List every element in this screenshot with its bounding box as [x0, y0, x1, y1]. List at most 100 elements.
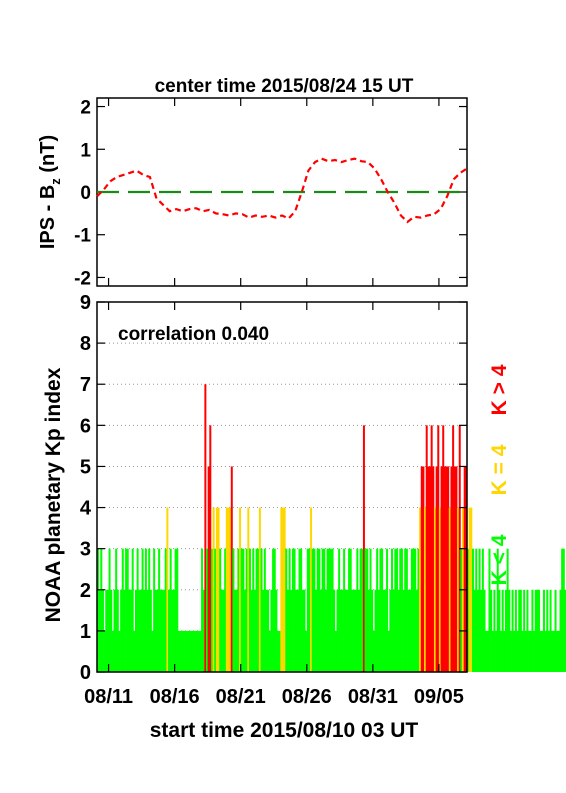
kp-ytick-label: 5 — [80, 456, 91, 478]
kp-bar — [247, 507, 250, 672]
kp-bar — [285, 548, 288, 672]
kp-bar — [210, 548, 213, 672]
kp-bar — [120, 589, 123, 672]
kp-bar — [488, 548, 491, 672]
kp-bar — [283, 507, 286, 672]
kp-bar — [143, 589, 146, 672]
kp-bar — [171, 589, 174, 672]
kp-bar — [471, 548, 474, 672]
ips-bz-axis-label: IPS - Bz (nT) — [37, 135, 63, 249]
kp-bar — [237, 548, 240, 672]
kp-bar — [476, 589, 479, 672]
kp-bar — [207, 466, 210, 672]
kp-bar — [443, 466, 446, 672]
kp-bar — [486, 630, 489, 672]
kp-bar — [166, 507, 169, 672]
kp-bar — [440, 466, 443, 672]
kp-bar — [146, 589, 149, 672]
kp-bar — [344, 589, 347, 672]
kp-bar — [382, 589, 385, 672]
kp-bar — [293, 548, 296, 672]
kp-bar — [433, 507, 436, 672]
kp-bar — [268, 630, 271, 672]
kp-bar — [473, 589, 476, 672]
kp-bar — [280, 507, 283, 672]
kp-bar — [430, 425, 433, 672]
kp-bar — [521, 630, 524, 672]
kp-bar — [189, 630, 192, 672]
kp-bar — [541, 630, 544, 672]
kp-bar — [557, 630, 560, 672]
kp-bar — [313, 548, 316, 672]
kp-bar — [554, 589, 557, 672]
legend-entry: K > 4 — [488, 364, 511, 415]
kp-bar — [136, 548, 139, 672]
kp-bar — [343, 548, 346, 672]
kp-bars — [97, 384, 566, 672]
kp-bar — [400, 548, 403, 672]
kp-bar — [121, 548, 124, 672]
kp-bar — [534, 589, 537, 672]
kp-bar — [528, 630, 531, 672]
kp-bar — [504, 589, 507, 672]
kp-bar — [448, 507, 451, 672]
kp-bar — [224, 548, 227, 672]
kp-bar — [536, 589, 539, 672]
kp-bar — [539, 630, 542, 672]
kp-xtick-label: 08/21 — [216, 686, 266, 708]
kp-bar — [514, 589, 517, 672]
kp-bar — [323, 548, 326, 672]
kp-bar — [405, 548, 408, 672]
ips-bz-panel: -2 -1 0 1 2 IPS - Bz (nT) — [37, 97, 468, 289]
kp-bar — [148, 548, 151, 672]
kp-bar — [235, 589, 238, 672]
kp-bar — [526, 589, 529, 672]
kp-bar — [295, 589, 298, 672]
kp-bar — [100, 548, 103, 672]
kp-bar — [424, 507, 427, 672]
kp-axis-label: NOAA planetary Kp index — [42, 367, 65, 622]
kp-bar — [493, 589, 496, 672]
kp-bar — [194, 630, 197, 672]
kp-bar — [209, 425, 212, 672]
kp-bar — [564, 589, 566, 672]
kp-bar — [305, 630, 308, 672]
kp-bar — [106, 589, 109, 672]
kp-bar — [410, 548, 413, 672]
kp-ytick-label: 4 — [80, 498, 92, 520]
kp-bar — [542, 589, 545, 672]
kp-bar — [215, 507, 218, 672]
kp-bar — [212, 507, 215, 672]
kp-bar — [179, 630, 182, 672]
kp-bar — [321, 548, 324, 672]
bottom-plot-frame — [96, 301, 468, 673]
kp-bar — [468, 507, 471, 672]
kp-bar — [333, 589, 336, 672]
kp-bar — [262, 589, 265, 672]
kp-bar — [273, 548, 276, 672]
kp-bar — [377, 589, 380, 672]
kp-bar — [97, 548, 99, 672]
kp-bar — [282, 507, 284, 672]
kp-bar — [353, 589, 356, 672]
kp-bar — [110, 589, 113, 672]
kp-bar — [480, 589, 483, 672]
kp-bar — [490, 589, 493, 672]
kp-bar — [227, 507, 230, 672]
kp-bar — [531, 589, 534, 672]
kp-bar — [272, 548, 275, 672]
kp-bar — [417, 548, 420, 672]
kp-bar — [108, 548, 111, 672]
kp-xtick-label: 09/05 — [414, 686, 464, 708]
kp-bar — [561, 548, 564, 672]
kp-bar — [429, 466, 432, 672]
kp-bar — [168, 589, 171, 672]
kp-index-panel: 0 1 2 3 4 5 6 7 8 9 08/11 08/16 08/21 08/26 08/31 09/0… — [42, 98, 566, 742]
kp-bar — [386, 548, 389, 672]
kp-bar — [354, 589, 357, 672]
kp-bar — [197, 630, 200, 672]
kp-bar — [277, 630, 280, 672]
kp-bar — [248, 548, 251, 672]
kp-bar — [130, 589, 133, 672]
